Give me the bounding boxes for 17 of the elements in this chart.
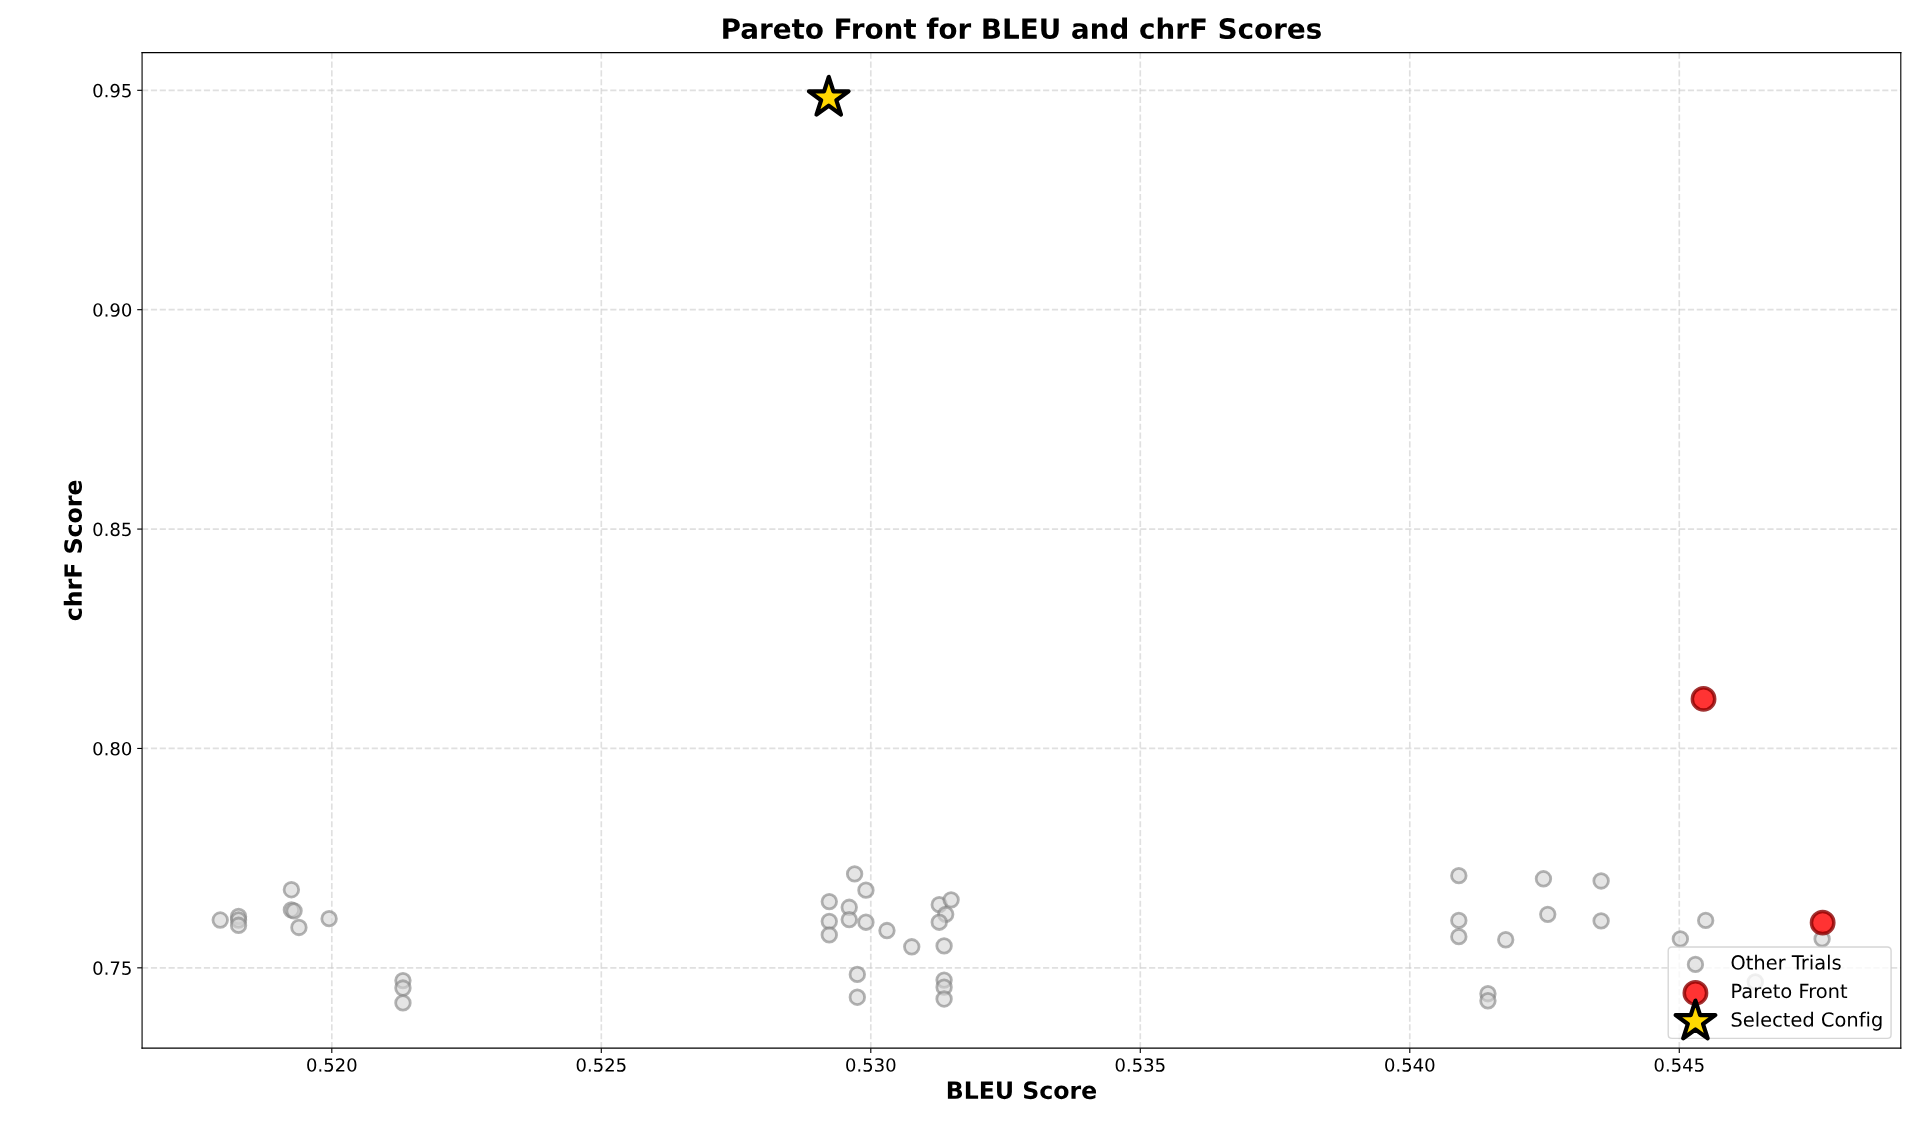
legend-label: Selected Config: [1731, 1011, 1882, 1031]
x-tick-label: 0.525: [576, 1058, 626, 1072]
y-tick-label: 0.90: [93, 303, 132, 317]
chart-title: Pareto Front for BLEU and chrF Scores: [723, 17, 1321, 40]
y-tick-label: 0.75: [93, 961, 131, 975]
x-tick-label: 0.540: [1385, 1058, 1435, 1072]
y-tick-label: 0.95: [93, 83, 131, 98]
x-axis-title: BLEU Score: [947, 1081, 1097, 1100]
legend-label: Pareto Front: [1732, 983, 1848, 999]
x-tick-label: 0.535: [1115, 1058, 1165, 1072]
x-tick-label: 0.520: [307, 1058, 357, 1072]
x-tick-label: 0.545: [1654, 1058, 1704, 1072]
legend-label: Other Trials: [1731, 954, 1841, 970]
y-tick-label: 0.80: [93, 741, 132, 756]
y-axis-title: chrF Score: [63, 480, 83, 621]
y-tick-label: 0.85: [93, 522, 131, 537]
x-tick-label: 0.530: [846, 1058, 896, 1072]
